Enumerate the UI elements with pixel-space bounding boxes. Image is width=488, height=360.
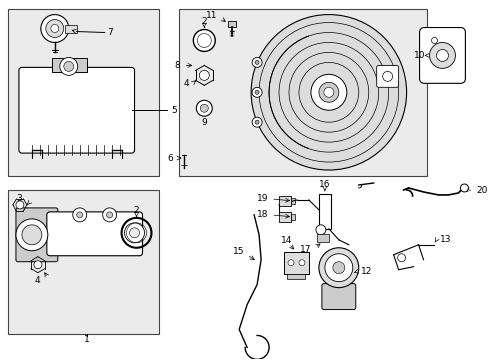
Text: 20: 20 <box>475 186 487 195</box>
Circle shape <box>102 208 116 222</box>
Circle shape <box>124 223 144 243</box>
Text: 17: 17 <box>300 245 311 254</box>
Bar <box>290 198 294 204</box>
Text: 15: 15 <box>232 247 244 256</box>
Bar <box>290 214 294 220</box>
Circle shape <box>51 24 59 32</box>
Circle shape <box>382 71 392 81</box>
Circle shape <box>16 219 48 251</box>
Bar <box>279 196 290 206</box>
Circle shape <box>287 260 293 266</box>
Text: 2: 2 <box>201 17 207 26</box>
Text: 10: 10 <box>413 51 425 60</box>
Circle shape <box>430 37 437 44</box>
FancyBboxPatch shape <box>376 66 398 87</box>
Bar <box>318 194 330 229</box>
Circle shape <box>200 104 208 112</box>
Text: 12: 12 <box>360 267 371 276</box>
Text: 4: 4 <box>183 79 189 88</box>
Circle shape <box>323 87 333 97</box>
Bar <box>228 21 236 27</box>
Bar <box>316 234 328 242</box>
Circle shape <box>77 212 82 218</box>
Circle shape <box>428 42 454 68</box>
Circle shape <box>16 201 24 209</box>
Circle shape <box>63 62 74 71</box>
FancyBboxPatch shape <box>19 67 134 153</box>
Text: 14: 14 <box>281 236 292 245</box>
Text: 2: 2 <box>133 206 139 215</box>
Circle shape <box>199 70 209 80</box>
Circle shape <box>397 254 405 262</box>
Bar <box>279 212 290 222</box>
Text: 1: 1 <box>83 335 89 344</box>
Circle shape <box>251 14 406 170</box>
Text: 3: 3 <box>16 194 22 203</box>
Text: 5: 5 <box>171 106 177 115</box>
Circle shape <box>255 60 259 64</box>
Bar <box>286 274 305 279</box>
FancyBboxPatch shape <box>16 208 58 262</box>
Circle shape <box>34 261 42 269</box>
FancyBboxPatch shape <box>419 27 465 83</box>
Circle shape <box>318 248 358 288</box>
Circle shape <box>298 260 305 266</box>
Text: 7: 7 <box>107 28 113 37</box>
Text: 9: 9 <box>201 118 207 127</box>
Text: 6: 6 <box>167 154 173 163</box>
Text: 16: 16 <box>319 180 330 189</box>
Text: 4: 4 <box>34 276 40 285</box>
Circle shape <box>73 208 86 222</box>
Text: 8: 8 <box>174 61 180 70</box>
Text: 18: 18 <box>256 210 267 219</box>
Bar <box>52 58 86 72</box>
Circle shape <box>22 225 42 245</box>
Bar <box>179 9 426 176</box>
Text: 13: 13 <box>439 235 450 244</box>
Circle shape <box>460 184 468 192</box>
Circle shape <box>315 225 325 235</box>
FancyBboxPatch shape <box>47 212 142 256</box>
Text: 11: 11 <box>205 11 217 20</box>
Circle shape <box>332 262 344 274</box>
Text: 19: 19 <box>256 194 267 203</box>
Circle shape <box>324 254 352 282</box>
Circle shape <box>46 19 63 37</box>
Circle shape <box>129 228 139 238</box>
Circle shape <box>255 90 259 94</box>
Bar <box>8 190 159 334</box>
Bar <box>284 252 308 274</box>
Circle shape <box>255 120 259 124</box>
Circle shape <box>252 58 262 67</box>
Circle shape <box>196 100 212 116</box>
Circle shape <box>60 58 78 75</box>
Circle shape <box>436 49 447 62</box>
FancyBboxPatch shape <box>321 284 355 310</box>
Bar <box>8 9 159 176</box>
Circle shape <box>318 82 338 102</box>
Circle shape <box>252 87 262 97</box>
Bar <box>64 24 77 32</box>
Circle shape <box>193 30 215 51</box>
Circle shape <box>106 212 112 218</box>
Circle shape <box>41 14 69 42</box>
Circle shape <box>310 75 346 110</box>
Circle shape <box>252 117 262 127</box>
